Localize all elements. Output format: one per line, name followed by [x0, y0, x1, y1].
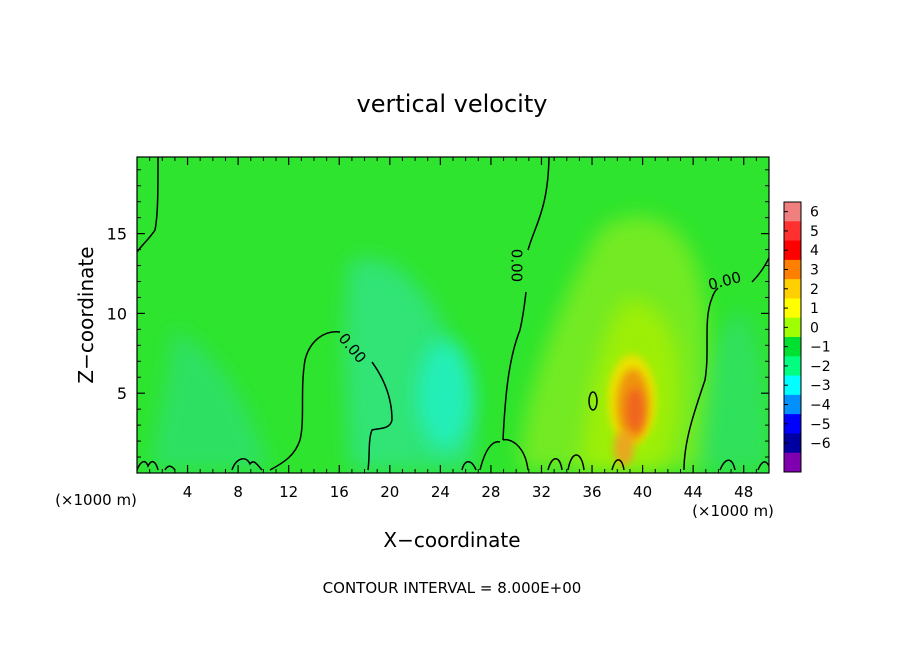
x-tick-label: 28 — [481, 483, 500, 501]
colorbar-label: −5 — [810, 417, 831, 433]
contour-center-lower — [502, 438, 529, 471]
colorbar-label: 2 — [810, 282, 819, 298]
y-tick-label: 5 — [117, 384, 127, 403]
y-axis-label: Z−coordinate — [74, 246, 98, 383]
x-tick-label: 12 — [279, 483, 298, 501]
colorbar-swatch — [784, 414, 801, 434]
contour-center — [502, 157, 550, 441]
x-tick-label: 8 — [233, 483, 243, 501]
contour-surface-wiggles — [137, 441, 769, 471]
colorbar-label: −6 — [810, 436, 831, 452]
colorbar-swatch — [784, 221, 801, 242]
colorbar-label: −1 — [810, 340, 831, 356]
x-tick-label: 16 — [330, 483, 349, 501]
contour-left-top — [137, 157, 159, 253]
colorbar-swatch — [784, 452, 801, 473]
field-shading — [150, 216, 769, 470]
colorbar-label: 3 — [810, 263, 819, 279]
colorbar-label: 1 — [810, 301, 819, 317]
x-axis: 4 8 12 16 20 24 28 32 36 40 44 48 — [149, 157, 757, 501]
updraft-core-red — [626, 388, 644, 432]
colorbar-label: −2 — [810, 359, 831, 375]
x-tick-label: 24 — [431, 483, 450, 501]
colorbar-swatch — [784, 375, 801, 396]
colorbar-label: 5 — [810, 224, 819, 240]
plot-area: 0.000.00 0.00 — [137, 157, 769, 473]
colorbar-swatch — [784, 356, 801, 377]
x-tick-label: 4 — [183, 483, 193, 501]
x-unit-right: (×1000 m) — [692, 502, 774, 520]
x-tick-label: 44 — [684, 483, 703, 501]
colorbar: 6 5 4 3 2 1 0 −1 −2 −3 −4 −5 −6 — [783, 201, 831, 473]
updraft-lower-tail — [614, 430, 634, 466]
colorbar-swatch — [784, 394, 801, 415]
x-tick-label: 36 — [582, 483, 601, 501]
x-tick-label: 40 — [633, 483, 652, 501]
contour-small-loop — [588, 391, 598, 411]
downdraft-core — [417, 340, 473, 450]
y-tick-label: 15 — [107, 225, 127, 244]
colorbar-swatch — [784, 337, 801, 357]
colorbar-label: −4 — [810, 398, 831, 414]
x-tick-label: 32 — [532, 483, 551, 501]
colorbar-label: 0 — [810, 320, 819, 336]
y-tick-label: 10 — [107, 304, 127, 323]
colorbar-swatch — [784, 317, 801, 338]
colorbar-swatch — [784, 202, 801, 222]
colorbar-swatch — [784, 240, 801, 261]
chart-title: vertical velocity — [357, 90, 548, 118]
colorbar-frame — [783, 201, 802, 473]
y-axis: 5 10 15 — [107, 169, 769, 458]
colorbar-label: 6 — [810, 205, 819, 221]
x-unit-left: (×1000 m) — [55, 491, 137, 509]
colorbar-swatch — [784, 259, 801, 280]
downdraft-region-right — [690, 310, 769, 470]
x-tick-label: 48 — [734, 483, 753, 501]
x-tick-label: 20 — [380, 483, 399, 501]
downdraft-region-left — [150, 330, 270, 470]
contour-label: 0.00 — [508, 249, 526, 282]
colorbar-label: 4 — [810, 243, 819, 259]
x-axis-label: X−coordinate — [383, 528, 520, 552]
contour-right — [683, 257, 769, 471]
contour-interval-note: CONTOUR INTERVAL = 8.000E+00 — [323, 579, 582, 597]
colorbar-label: −3 — [810, 378, 831, 394]
zero-contours — [137, 157, 769, 471]
colorbar-swatch — [784, 433, 801, 454]
contour-left-bump — [269, 331, 341, 471]
colorbar-swatch — [784, 279, 801, 299]
contour-left-bump-right — [367, 361, 393, 471]
colorbar-swatch — [784, 298, 801, 319]
